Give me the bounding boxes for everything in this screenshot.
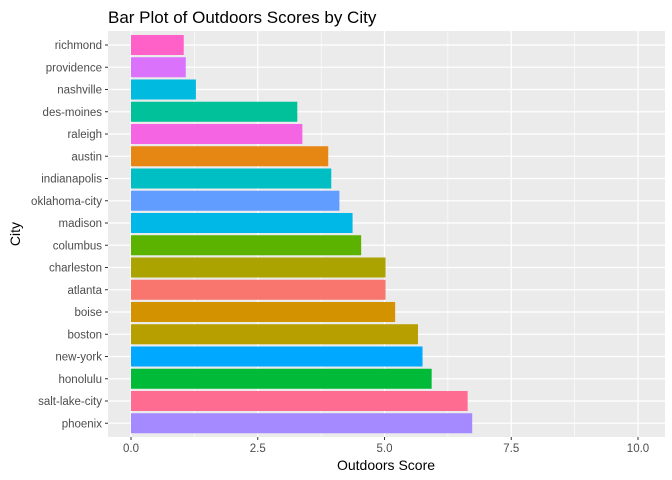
x-axis: 0.0 2.5 5.0 7.5 10.0 <box>123 437 649 455</box>
y-tick-label: indianapolis <box>41 174 102 186</box>
bar-atlanta <box>131 279 386 300</box>
bar-columbus <box>131 235 362 256</box>
chart-title: Bar Plot of Outdoors Scores by City <box>108 8 377 27</box>
bar-richmond <box>131 34 184 56</box>
y-tick-label: madison <box>59 218 102 230</box>
y-tick-label: charleston <box>49 263 102 275</box>
y-tick-label: nashville <box>57 85 102 97</box>
bar-austin <box>131 146 329 167</box>
y-axis: richmond providence nashville des-moines ral… <box>31 40 108 430</box>
bar-charleston <box>131 257 386 278</box>
x-tick-label: 2.5 <box>250 443 266 455</box>
y-tick-label: providence <box>46 62 102 74</box>
x-axis-title: Outdoors Score <box>337 457 435 473</box>
bar-oklahoma-city <box>131 190 340 211</box>
bar-madison <box>131 212 353 234</box>
bar-des-moines <box>131 101 298 122</box>
y-tick-label: raleigh <box>67 129 102 141</box>
y-tick-label: oklahoma-city <box>31 196 102 208</box>
bar-nashville <box>131 79 196 100</box>
bar-new-york <box>131 346 423 367</box>
x-tick-label: 0.0 <box>123 443 139 455</box>
x-tick-label: 7.5 <box>503 443 519 455</box>
bar-boston <box>131 324 418 345</box>
x-tick-label: 5.0 <box>377 443 393 455</box>
y-tick-label: boise <box>75 307 103 319</box>
bar-honolulu <box>131 368 432 389</box>
bar-indianapolis <box>131 168 332 189</box>
bar-boise <box>131 301 396 323</box>
y-tick-label: des-moines <box>43 107 103 119</box>
bar-salt-lake-city <box>131 390 468 412</box>
y-tick-label: richmond <box>55 40 102 52</box>
y-tick-label: atlanta <box>67 285 102 297</box>
y-axis-title: City <box>7 222 23 246</box>
y-tick-label: austin <box>71 151 102 163</box>
y-tick-label: new-york <box>55 352 102 364</box>
bar-raleigh <box>131 123 303 145</box>
y-tick-label: columbus <box>53 240 102 252</box>
x-tick-label: 10.0 <box>627 443 649 455</box>
bar-phoenix <box>131 413 473 434</box>
y-tick-label: honolulu <box>59 374 102 386</box>
y-tick-label: phoenix <box>62 418 103 430</box>
y-tick-label: salt-lake-city <box>38 396 102 408</box>
bar-providence <box>131 57 186 78</box>
y-tick-label: boston <box>67 329 102 341</box>
bars <box>131 34 473 434</box>
